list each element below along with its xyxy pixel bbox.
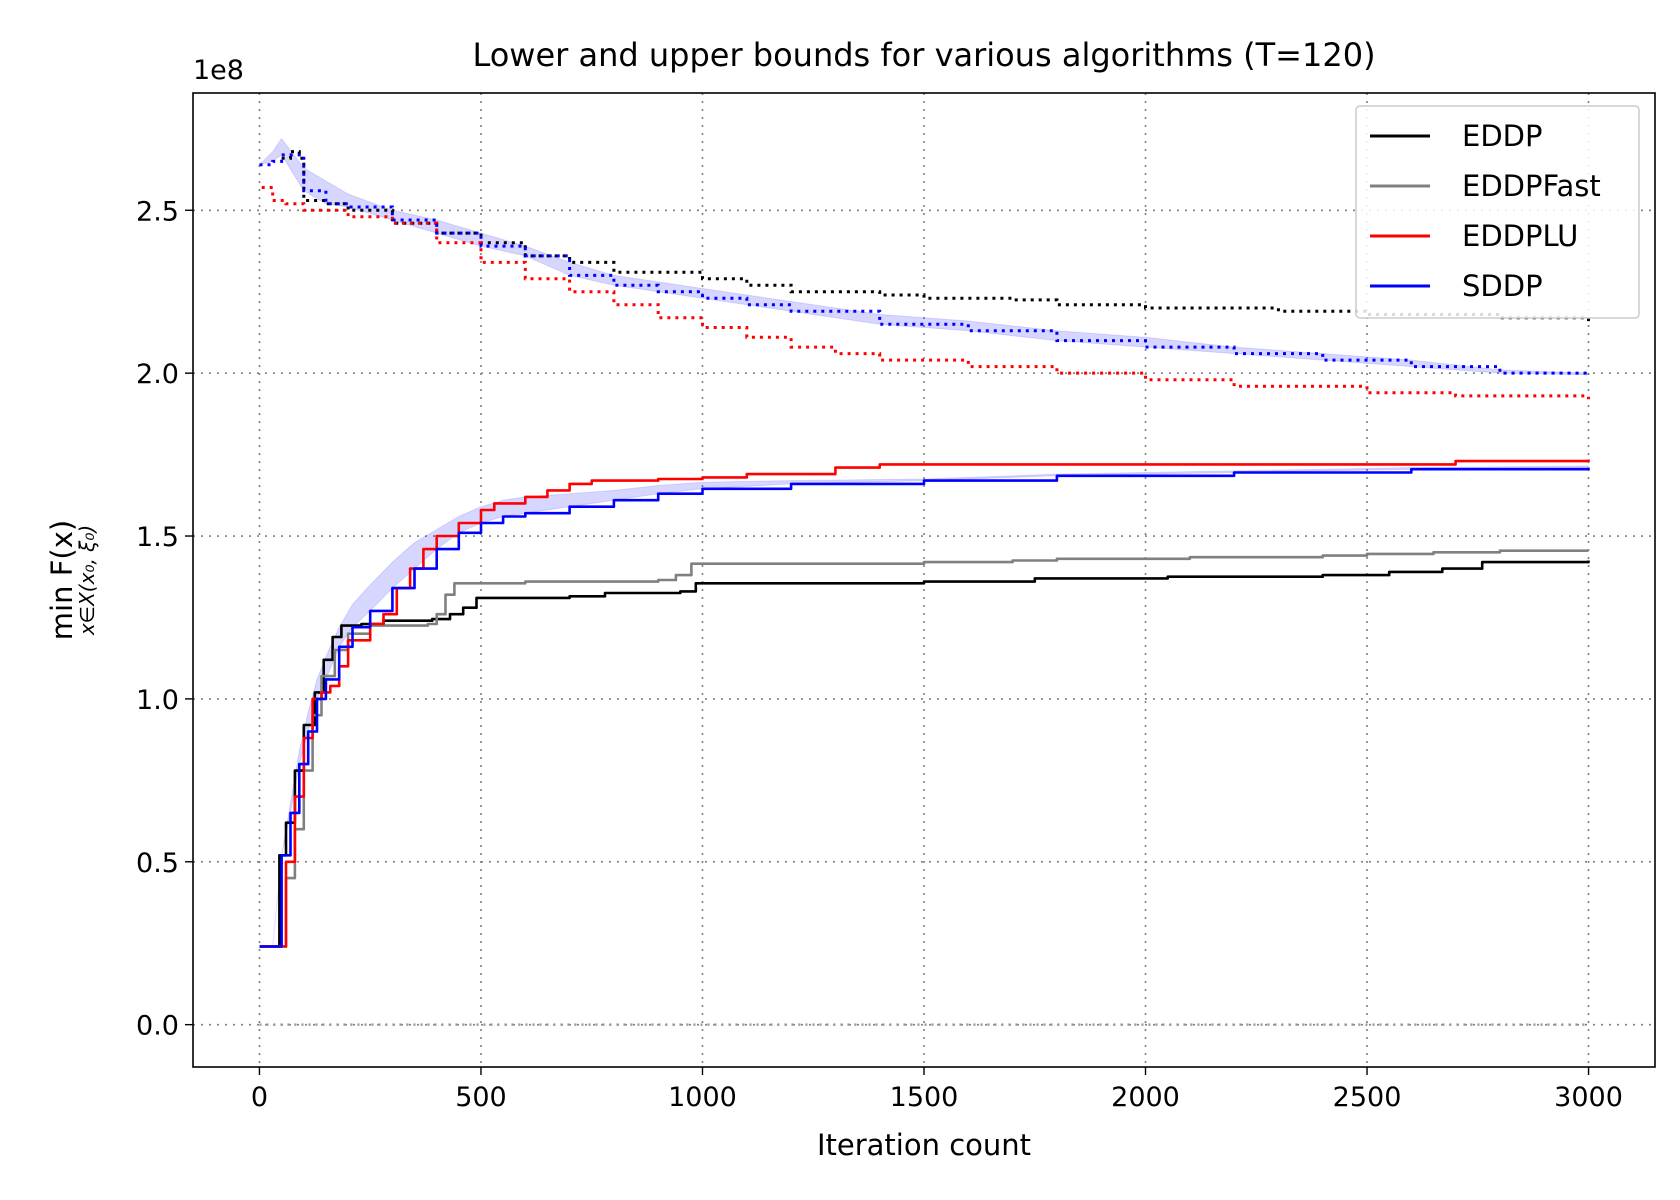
series-lower-bound-sddp xyxy=(259,467,1590,948)
y-tick-label: 0.0 xyxy=(136,1011,179,1042)
series-lower-bound-eddpfast xyxy=(259,549,1589,948)
y-axis-label-subscript: x∈X(x₀, ξ₀) xyxy=(75,525,99,636)
y-tick-label: 0.5 xyxy=(136,848,179,879)
x-tick-label: 2500 xyxy=(1333,1082,1402,1113)
axis-ticks: 0 500 1000 1500 2000 2500 3000 0.0 0.5 1.0 1.5 2.0 2… xyxy=(136,196,1623,1113)
y-axis-label: min F(x) x∈X(x₀, ξ₀) xyxy=(45,520,99,640)
series-upper-bound-eddplu xyxy=(261,186,1590,400)
series-lower-bound-eddp xyxy=(259,560,1590,948)
legend-label-eddpfast: EDDPFast xyxy=(1462,169,1601,203)
legend-label-eddplu: EDDPLU xyxy=(1462,219,1578,253)
legend-label-sddp: SDDP xyxy=(1462,269,1543,303)
series-lines xyxy=(259,150,1590,948)
series-upper-bound-sddp xyxy=(259,153,1590,375)
x-tick-label: 1500 xyxy=(890,1082,959,1113)
y-tick-label: 2.5 xyxy=(136,196,179,227)
legend-label-eddp: EDDP xyxy=(1462,119,1542,153)
legend-box xyxy=(1355,105,1640,319)
x-tick-label: 1000 xyxy=(668,1082,737,1113)
x-tick-label: 500 xyxy=(455,1082,507,1113)
grid xyxy=(193,93,1655,1067)
band-upper-sddp xyxy=(257,137,1589,376)
y-tick-label: 1.5 xyxy=(136,522,179,553)
y-scale-offset-label: 1e8 xyxy=(193,55,244,86)
y-tick-label: 1.0 xyxy=(136,685,179,716)
x-tick-label: 0 xyxy=(251,1082,268,1113)
y-tick-label: 2.0 xyxy=(136,359,179,390)
x-axis-label: Iteration count xyxy=(817,1128,1031,1162)
chart-title: Lower and upper bounds for various algor… xyxy=(472,36,1375,74)
x-tick-label: 3000 xyxy=(1554,1082,1623,1113)
x-tick-label: 2000 xyxy=(1111,1082,1180,1113)
y-axis-label-main: min F(x) xyxy=(45,520,79,640)
legend: EDDP EDDPFast EDDPLU SDDP xyxy=(1355,105,1640,319)
